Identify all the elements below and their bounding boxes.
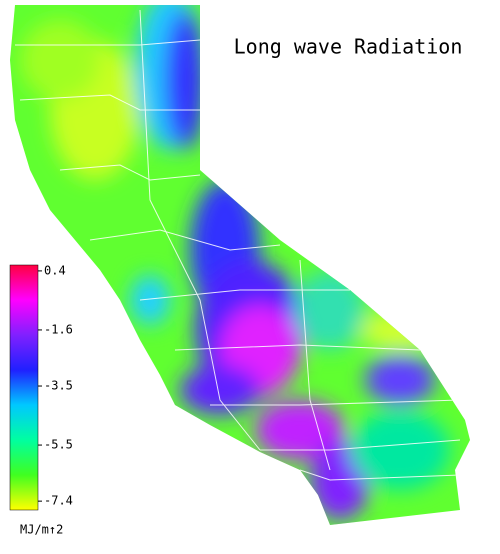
colorbar: [9, 264, 39, 511]
colorbar-tick-label: -1.6: [44, 322, 73, 336]
colorbar-tick-label: -3.5: [44, 379, 73, 393]
map-title: Long wave Radiation: [234, 35, 463, 59]
colorbar-label: MJ/m↑2: [20, 523, 63, 537]
colorbar-tick-label: -7.4: [44, 494, 73, 508]
colorbar-tick-label: 0.4: [44, 263, 66, 277]
colorbar-tick-label: -5.5: [44, 438, 73, 452]
